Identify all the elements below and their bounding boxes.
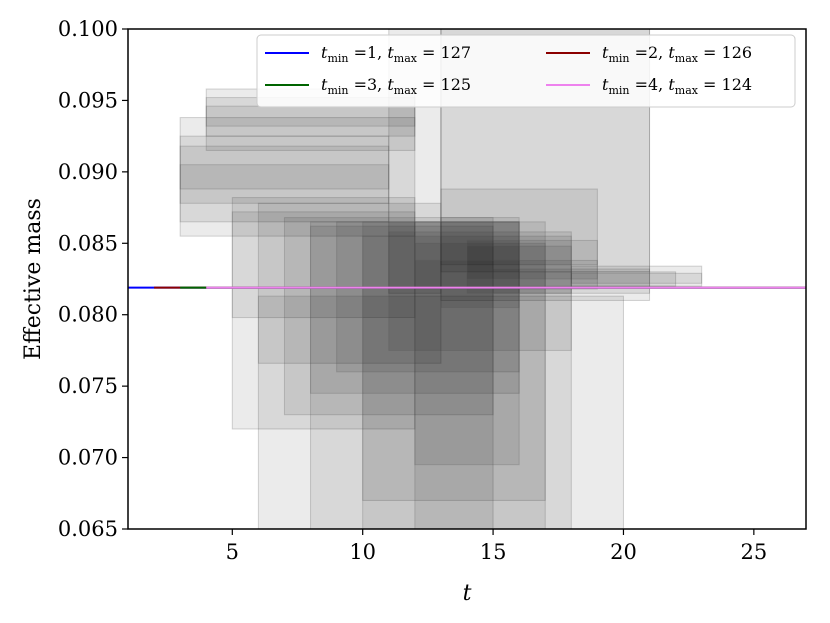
x-tick-label: 20: [610, 540, 637, 564]
fit-window-band: [414, 221, 520, 466]
fit-window-band: [440, 188, 598, 266]
fit-window-band: [179, 117, 416, 237]
y-axis: 0.065 0.070 0.075 0.080 0.085 0.090 0.095 0.100: [58, 17, 128, 541]
legend-box: [256, 34, 796, 108]
fit-window-band: [518, 271, 677, 287]
x-tick-label: 5: [226, 540, 239, 564]
fit-window-band: [336, 221, 520, 373]
fit-window-band: [440, 217, 520, 309]
fit-window-band: [179, 164, 390, 190]
fit-window-band: [466, 245, 572, 294]
fit-window-band: [388, 231, 572, 351]
legend-entry: tmin =4, tmax = 124: [602, 75, 752, 97]
fit-window-band: [231, 211, 416, 319]
legend-entry: tmin =1, tmax = 127: [321, 43, 471, 65]
fit-window-band: [310, 225, 494, 530]
x-tick-label: 15: [480, 540, 507, 564]
x-axis-label: t: [463, 581, 472, 606]
fit-window-band: [570, 265, 703, 287]
fit-window-band: [179, 145, 390, 204]
legend-entry: tmin =2, tmax = 126: [602, 43, 752, 65]
fit-window-band: [414, 259, 598, 290]
fit-window-band: [414, 242, 546, 530]
x-tick-label: 10: [349, 540, 376, 564]
y-tick-label: 0.095: [58, 88, 118, 112]
y-tick-label: 0.075: [58, 374, 118, 398]
y-tick-label: 0.085: [58, 231, 118, 255]
fit-window-band: [466, 239, 598, 280]
legend: tmin =1, tmax = 127 tmin =2, tmax = 126 tm…: [256, 34, 796, 108]
fit-window-band: [283, 217, 494, 416]
y-tick-label: 0.065: [58, 517, 118, 541]
fit-window-band: [362, 235, 572, 530]
fit-window-band: [257, 295, 624, 530]
y-tick-label: 0.080: [58, 303, 118, 327]
y-tick-label: 0.070: [58, 446, 118, 470]
y-tick-label: 0.100: [58, 17, 118, 41]
fit-window-band: [310, 221, 520, 394]
y-tick-label: 0.090: [58, 160, 118, 184]
x-axis: 5 10 15 20 25: [226, 529, 767, 564]
fit-window-band: [205, 105, 416, 127]
fit-window-band: [492, 268, 651, 294]
fit-window-band: [570, 272, 703, 284]
plot-frame: [127, 28, 807, 530]
x-tick-label: 25: [740, 540, 767, 564]
fit-window-band: [362, 221, 546, 501]
fit-window-band: [257, 202, 442, 364]
y-axis-label: Effective mass: [21, 198, 46, 360]
fit-window-band: [231, 197, 416, 430]
fit-window-band: [179, 135, 390, 223]
legend-entry: tmin =3, tmax = 125: [321, 75, 471, 97]
